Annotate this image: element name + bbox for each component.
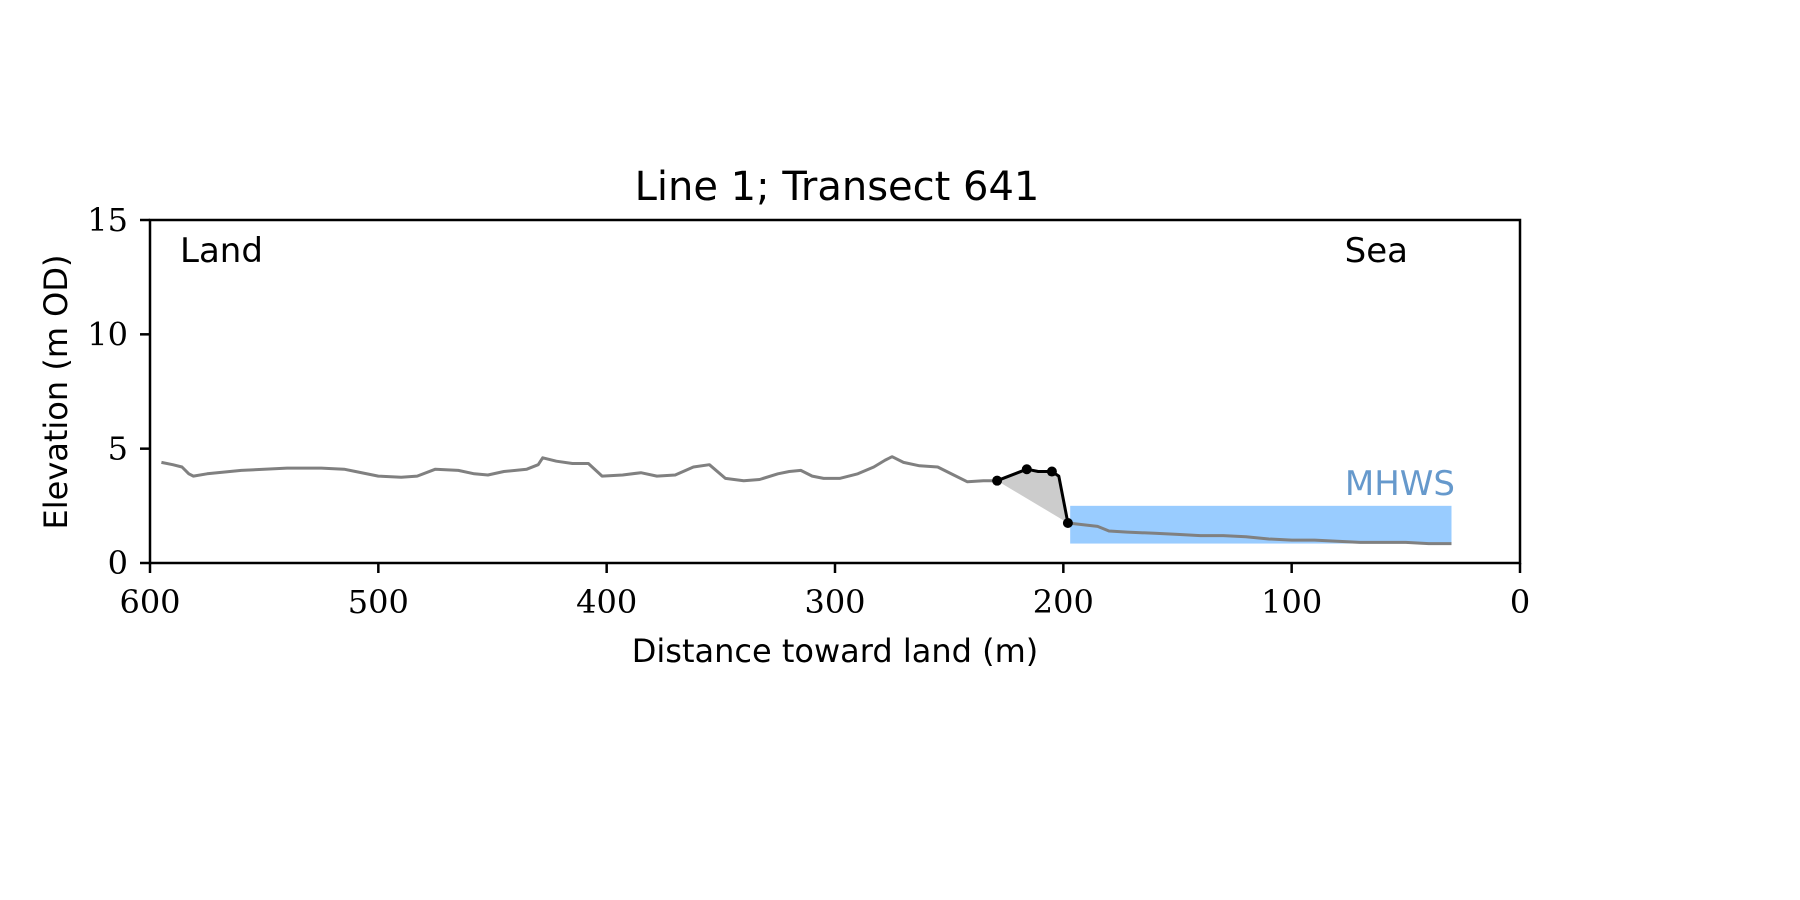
- feature-profile-line: [996, 467, 1070, 524]
- mhws-label: MHWS: [1345, 464, 1455, 504]
- y-tick-label: 15: [87, 201, 128, 239]
- y-tick-label: 10: [87, 315, 128, 353]
- x-tick-label: 200: [1033, 583, 1094, 621]
- x-tick-label: 500: [348, 583, 409, 621]
- feature-point: [1062, 517, 1073, 528]
- profile-line-sea: [1067, 521, 1452, 546]
- x-tick-label: 0: [1510, 583, 1530, 621]
- y-tick-label: 5: [108, 430, 128, 468]
- y-axis-ticks: 0 5 10 15: [87, 201, 150, 582]
- x-tick-label: 400: [576, 583, 637, 621]
- x-tick-label: 600: [119, 583, 180, 621]
- profile-line-land: [161, 455, 998, 484]
- plot-area: [161, 455, 1452, 546]
- y-axis-label: Elevation (m OD): [37, 255, 75, 530]
- chart-title: Line 1; Transect 641: [635, 164, 1040, 210]
- cross-section-fill: [997, 469, 1068, 523]
- x-axis-label: Distance toward land (m): [632, 632, 1038, 670]
- land-annotation: Land: [180, 231, 263, 271]
- x-tick-label: 300: [804, 583, 865, 621]
- feature-point: [1021, 464, 1032, 475]
- x-axis-ticks: 600 500 400 300 200 100 0: [119, 563, 1530, 621]
- feature-point: [1046, 466, 1057, 477]
- feature-point: [992, 475, 1003, 486]
- x-tick-label: 100: [1261, 583, 1322, 621]
- y-tick-label: 0: [108, 544, 128, 582]
- feature-points: [992, 464, 1073, 528]
- sea-annotation: Sea: [1345, 231, 1408, 271]
